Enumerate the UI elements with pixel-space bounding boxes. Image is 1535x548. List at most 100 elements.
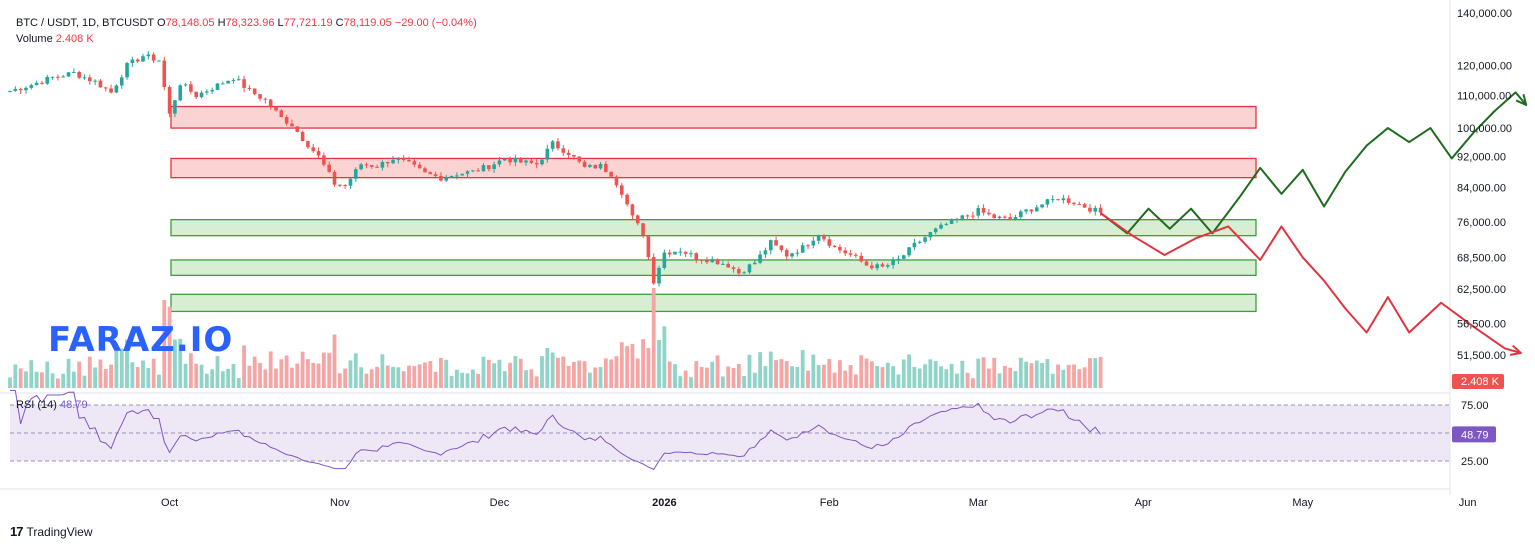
candle-body <box>721 263 725 265</box>
candle-body <box>1056 199 1060 201</box>
candle-body <box>18 88 23 91</box>
candle-body <box>231 79 236 81</box>
candle-body <box>731 267 736 270</box>
volume-bar <box>236 378 241 388</box>
candle-body <box>199 92 204 98</box>
volume-bar <box>614 356 619 388</box>
high-key: H <box>217 17 226 29</box>
candle-body <box>221 83 225 85</box>
resistance-zone-1 <box>170 157 1257 179</box>
rsi-label[interactable]: RSI (14) <box>16 399 57 411</box>
candle-body <box>428 172 433 175</box>
volume-bar <box>518 358 523 388</box>
low-key: L <box>277 17 284 29</box>
volume-bar <box>146 368 151 388</box>
volume-bar <box>710 361 715 388</box>
candle-body <box>82 77 87 79</box>
candle-body <box>832 245 837 247</box>
tradingview-name: TradingView <box>26 524 93 539</box>
volume-bar <box>391 366 395 388</box>
candle-body <box>699 259 704 261</box>
volume-bar <box>29 360 34 388</box>
volume-bar <box>986 368 991 388</box>
volume-bar <box>263 369 268 388</box>
candles <box>8 51 1103 287</box>
symbol-name[interactable]: BTC / USDT, 1D, BTCUSDT <box>16 17 154 29</box>
volume-bar <box>880 367 885 388</box>
candle-body <box>790 253 794 257</box>
volume-bar <box>24 371 28 388</box>
volume-bar <box>997 373 1002 388</box>
volume-bar <box>561 356 566 388</box>
volume-bar <box>502 371 507 388</box>
bearish-projection-path-arrowhead <box>1509 344 1522 356</box>
candle-body <box>896 258 901 261</box>
volume-bar <box>460 372 465 388</box>
rsi-current-badge <box>1452 426 1496 443</box>
volume-bar <box>183 363 188 388</box>
price-tick-label: 100,000.00 <box>1457 123 1512 135</box>
candle-body <box>135 59 140 62</box>
volume-bar <box>550 352 555 388</box>
volume-bar <box>699 366 704 388</box>
candle-body <box>1019 211 1023 218</box>
volume-bar <box>965 372 970 388</box>
candle-body <box>236 79 241 81</box>
volume-bar <box>689 377 693 388</box>
tradingview-brand[interactable]: 17 TradingView <box>10 524 93 539</box>
volume-bar <box>353 353 358 388</box>
volume-bar <box>593 367 598 388</box>
volume-bar <box>252 356 257 388</box>
volume-label[interactable]: Volume <box>16 33 53 45</box>
candle-body <box>715 259 720 265</box>
candle-body <box>274 106 278 111</box>
open-key: O <box>157 17 166 29</box>
time-tick-label: Jun <box>1459 497 1477 509</box>
volume-bar <box>534 376 539 388</box>
volume-bar <box>529 369 534 388</box>
candle-body <box>891 260 895 266</box>
candle-body <box>1061 198 1066 201</box>
candle-body <box>449 175 454 178</box>
volume-bar <box>77 361 82 388</box>
volume-bar <box>151 358 156 388</box>
volume-bar <box>1040 363 1044 388</box>
volume-bar <box>157 374 161 388</box>
volume-bar <box>284 355 289 388</box>
volume-bar <box>795 366 800 388</box>
time-tick-label: Apr <box>1135 497 1152 509</box>
volume-bar <box>540 356 544 388</box>
candle-body <box>955 218 959 220</box>
volume-bar <box>290 367 294 388</box>
volume-bar <box>784 361 789 388</box>
candle-body <box>332 171 337 185</box>
candle-body <box>306 141 310 148</box>
candle-body <box>662 252 667 268</box>
volume-bar <box>694 361 699 388</box>
volume-bar <box>582 361 587 388</box>
volume-bar <box>859 355 864 388</box>
time-tick-label: 2026 <box>652 497 676 509</box>
price-tick-label: 140,000.00 <box>1457 8 1512 20</box>
candle-body <box>1072 202 1076 205</box>
volume-bar <box>625 346 630 388</box>
candle-body <box>502 158 507 161</box>
candle-body <box>1098 207 1103 213</box>
candle-body <box>205 91 209 93</box>
volume-bar <box>949 363 954 388</box>
candle-body <box>338 184 342 186</box>
volume-bar <box>598 367 603 388</box>
volume-bar <box>939 366 943 388</box>
candle-body <box>933 228 938 233</box>
time-tick-label: Dec <box>490 497 510 509</box>
candle-body <box>311 147 316 152</box>
price-tick-label: 110,000.00 <box>1457 90 1511 102</box>
candle-body <box>737 269 741 274</box>
candle-body <box>146 54 151 57</box>
candle-body <box>497 160 502 165</box>
volume-bar <box>646 348 651 388</box>
volume-bar <box>651 288 656 388</box>
candle-body <box>487 165 491 170</box>
candle-body <box>66 72 71 77</box>
